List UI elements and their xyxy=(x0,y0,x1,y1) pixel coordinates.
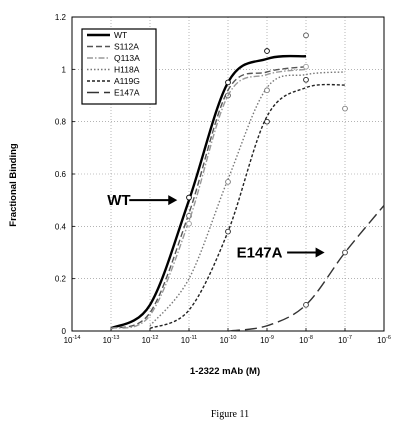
y-tick-label: 0.8 xyxy=(55,118,67,127)
series-line-q113a xyxy=(110,68,307,330)
annotation-arrowhead xyxy=(168,195,178,206)
data-point-a119g xyxy=(225,228,231,235)
legend-label-s112a: S112A xyxy=(114,42,139,52)
y-axis-title: Fractional Binding xyxy=(8,143,19,227)
grid-lines xyxy=(72,17,384,331)
x-tick-label: 10-6 xyxy=(377,335,391,345)
data-point-wt xyxy=(264,48,270,54)
data-point-q113a xyxy=(303,63,309,70)
x-tick-label: 10-8 xyxy=(299,335,313,345)
annotations: WT E147A xyxy=(107,192,325,262)
series-line-wt xyxy=(110,54,307,330)
annotation-arrowhead xyxy=(315,247,325,258)
data-point-h118a xyxy=(342,105,348,112)
legend-label-q113a: Q113A xyxy=(114,53,140,63)
x-tick-label: 10-14 xyxy=(64,335,81,345)
data-point-wt xyxy=(225,79,231,86)
data-point-a119g xyxy=(264,118,270,125)
y-tick-label: 0.4 xyxy=(55,222,67,231)
x-tick-label: 10-9 xyxy=(260,335,274,345)
data-point-wt xyxy=(186,194,192,201)
data-point-a119g xyxy=(303,76,309,83)
y-tick-label: 1 xyxy=(62,65,67,74)
x-tick-label: 10-11 xyxy=(181,335,197,345)
x-tick-label: 10-7 xyxy=(338,335,352,345)
annotation-label: WT xyxy=(107,192,130,209)
legend-label-wt: WT xyxy=(114,30,127,40)
series-line-a119g xyxy=(149,83,346,330)
series-line-h118a xyxy=(149,71,346,327)
x-tick-label: 10-13 xyxy=(103,335,120,345)
data-series xyxy=(110,32,385,332)
y-tick-label: 0 xyxy=(62,327,67,336)
legend-box xyxy=(81,28,157,105)
figure-caption: Figure 11 xyxy=(211,409,249,420)
annotation-label: E147A xyxy=(237,245,283,262)
data-point-q113a xyxy=(186,220,192,227)
x-tick-label: 10-10 xyxy=(220,335,237,345)
data-point-h118a xyxy=(225,179,231,185)
data-point-e147a xyxy=(303,301,309,308)
x-tick-label: 10-12 xyxy=(142,335,159,345)
series-line-e147a xyxy=(227,204,385,332)
y-tick-label: 0.2 xyxy=(55,275,67,284)
series-line-s112a xyxy=(110,66,307,330)
x-axis-title: 1-2322 mAb (M) xyxy=(190,366,260,377)
legend-label-e147a: E147A xyxy=(114,88,140,98)
data-point-h118a xyxy=(264,87,270,94)
y-tick-label: 1.2 xyxy=(55,13,67,22)
data-point-e147a xyxy=(342,249,348,256)
legend-label-a119g: A119G xyxy=(114,76,140,86)
legend-label-h118a: H118A xyxy=(114,65,140,75)
axes: 10-14 10-13 10-12 10-11 10-10 10-9 10-8 10-7 10-… xyxy=(55,13,391,345)
y-tick-label: 0.6 xyxy=(55,170,67,179)
data-point-s112a xyxy=(303,32,309,39)
